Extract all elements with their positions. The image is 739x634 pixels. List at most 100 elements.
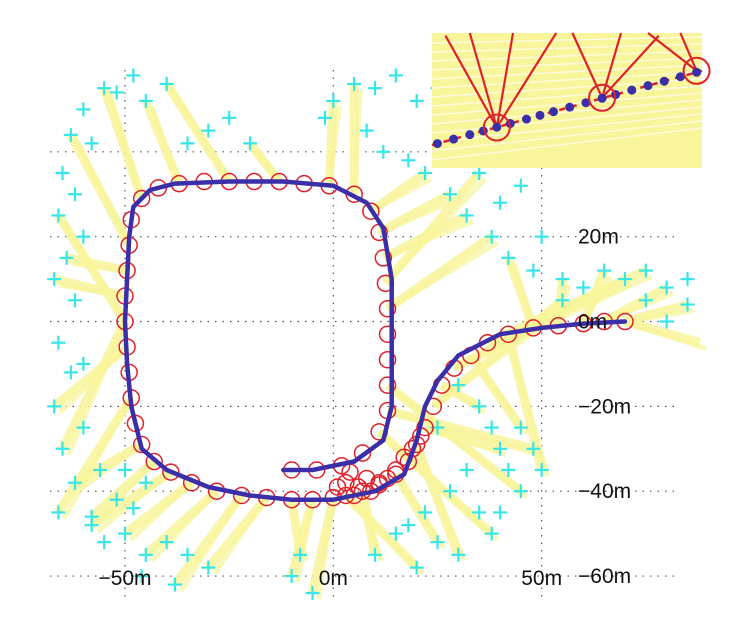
landmark-23 xyxy=(97,535,112,550)
landmark-58 xyxy=(576,280,591,295)
landmark-56 xyxy=(526,263,541,278)
trajectory-path xyxy=(122,179,628,502)
landmark-91 xyxy=(118,463,132,477)
inset-ray-2 xyxy=(495,32,515,128)
landmark-30 xyxy=(109,492,124,507)
landmark-0 xyxy=(97,81,112,96)
observation-ray-b-40 xyxy=(386,408,541,458)
landmark-95 xyxy=(659,314,674,329)
landmark-67 xyxy=(493,441,507,456)
landmark-1 xyxy=(109,85,124,100)
observation-ray-b-8 xyxy=(150,489,219,563)
landmark-7 xyxy=(84,136,99,151)
landmark-93 xyxy=(76,356,91,371)
landmark-96 xyxy=(638,263,653,278)
landmark-90 xyxy=(138,475,153,490)
landmark-48 xyxy=(443,187,457,202)
observation-ray-b-12 xyxy=(360,490,384,562)
observation-ray-b-17 xyxy=(468,353,529,436)
landmark-89 xyxy=(243,136,257,151)
observation-ray-b-5 xyxy=(170,88,232,183)
landmark-32 xyxy=(134,569,149,584)
inset-pose-dot-6 xyxy=(522,114,531,124)
pose-circle-27 xyxy=(132,435,151,454)
landmark-69 xyxy=(513,484,528,499)
inset-pose-circle-0 xyxy=(482,113,511,142)
pose-circle-37 xyxy=(132,189,151,208)
landmark-16 xyxy=(63,365,78,380)
inset-ray-4 xyxy=(571,32,604,99)
landmark-55 xyxy=(501,250,516,265)
observation-ray-b-29 xyxy=(386,240,499,311)
pose-circle-57 xyxy=(353,444,372,462)
inset-streak-4 xyxy=(431,64,703,80)
inset-pose-circle-1 xyxy=(588,83,617,112)
landmark-27 xyxy=(180,547,195,562)
observation-ray-b-35 xyxy=(72,261,128,274)
observation-ray-b-42 xyxy=(377,429,500,542)
landmark-13 xyxy=(47,272,62,287)
inset-pose-dot-1 xyxy=(449,134,459,144)
landmark-81 xyxy=(401,518,416,533)
observation-ray-b-19 xyxy=(511,263,536,329)
landmark-39 xyxy=(368,81,382,96)
landmark-15 xyxy=(51,335,66,350)
pose-circle-52 xyxy=(378,325,397,343)
observation-ray-b-30 xyxy=(383,177,487,286)
landmarks xyxy=(47,68,695,601)
landmark-61 xyxy=(638,293,653,308)
pose-circle-68 xyxy=(337,473,355,492)
inset-pose-dot-16 xyxy=(675,72,685,82)
landmark-6 xyxy=(63,127,78,142)
observation-ray-b-39 xyxy=(178,494,244,592)
observation-ray-b-25 xyxy=(351,89,363,195)
inset-pose-dot-9 xyxy=(565,102,575,112)
pose-circle-54 xyxy=(378,376,397,394)
landmark-49 xyxy=(472,166,487,181)
y-tick-label-3: −20m xyxy=(578,395,631,418)
landmark-83 xyxy=(526,441,541,456)
landmark-10 xyxy=(51,208,66,223)
landmark-54 xyxy=(484,229,499,244)
inset-pose-dot-15 xyxy=(659,76,669,86)
observation-ray-b-3 xyxy=(107,93,145,200)
inset-ray-1 xyxy=(468,32,498,128)
landmark-85 xyxy=(493,505,507,520)
landmark-98 xyxy=(534,229,549,244)
observation-ray-b-33 xyxy=(58,345,129,415)
landmark-43 xyxy=(318,110,332,125)
landmark-44 xyxy=(359,123,374,138)
landmark-47 xyxy=(418,166,432,181)
y-tick-label-1: 20m xyxy=(578,226,619,249)
landmark-4 xyxy=(159,76,174,91)
landmark-68 xyxy=(501,463,516,477)
landmark-2 xyxy=(126,68,141,83)
observation-rays xyxy=(51,81,707,600)
zoom-inset xyxy=(431,32,711,168)
observation-ray-b-34 xyxy=(62,396,134,520)
pose-circle-13 xyxy=(399,452,418,471)
inset-streak-7 xyxy=(431,85,703,107)
inset-streak-10 xyxy=(431,106,703,134)
observation-ray-b-13 xyxy=(393,472,446,550)
landmark-28 xyxy=(201,560,216,575)
landmark-63 xyxy=(680,297,695,312)
landmark-24 xyxy=(118,526,132,541)
landmark-29 xyxy=(126,501,141,516)
landmark-92 xyxy=(93,463,107,477)
inset-streak-3 xyxy=(431,57,703,71)
landmark-62 xyxy=(659,280,674,295)
observation-ray-b-2 xyxy=(74,139,132,247)
inset-ray-0 xyxy=(444,35,498,129)
inset-pose-dot-2 xyxy=(465,130,475,140)
observation-ray-b-18 xyxy=(505,333,551,477)
landmark-25 xyxy=(138,547,153,562)
landmark-11 xyxy=(76,229,91,244)
observation-ray-b-31 xyxy=(326,106,342,187)
observation-ray-b-44 xyxy=(289,499,309,562)
observation-ray-b-38 xyxy=(129,480,194,542)
x-tick-label-2: 50m xyxy=(521,567,562,590)
inset-pose-dot-10 xyxy=(581,98,591,108)
pose-circle-71 xyxy=(328,478,347,496)
